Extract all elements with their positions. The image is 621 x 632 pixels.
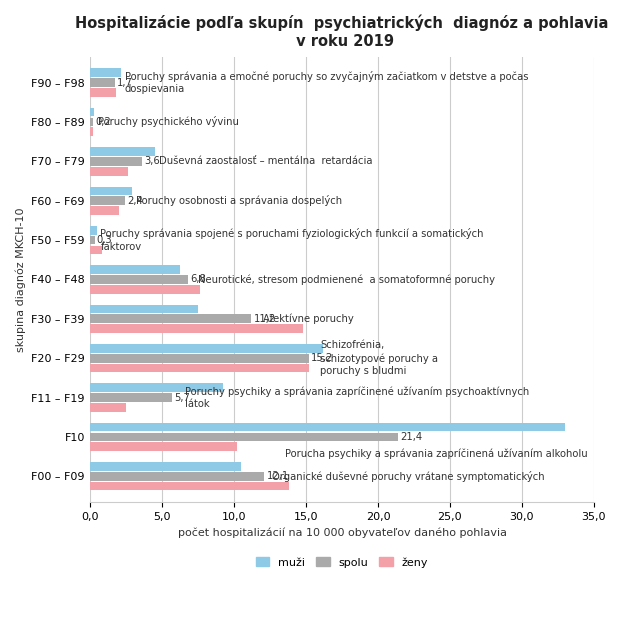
Bar <box>91 423 565 432</box>
Bar <box>91 226 97 234</box>
Text: 6,8: 6,8 <box>190 274 206 284</box>
Bar <box>91 197 125 205</box>
Y-axis label: skupina diagnóz MKCH-10: skupina diagnóz MKCH-10 <box>15 207 25 352</box>
Bar <box>91 344 324 353</box>
Bar <box>91 472 265 481</box>
Text: Poruchy správania spojené s poruchami fyziologických funkcií a somatických
fakto: Poruchy správania spojené s poruchami fy… <box>101 228 484 252</box>
Text: 3,6: 3,6 <box>144 156 160 166</box>
Bar <box>91 354 309 363</box>
Bar <box>91 88 116 97</box>
Text: Schizofrénia,
schizotypové poruchy a
poruchy s bludmi: Schizofrénia, schizotypové poruchy a por… <box>320 341 438 376</box>
Bar <box>91 324 303 333</box>
Text: Poruchy správania a emočné poruchy so zvyčajným začiatkom v detstve a počas
dosp: Poruchy správania a emočné poruchy so zv… <box>125 71 528 94</box>
Bar <box>91 167 128 176</box>
Text: 12,1: 12,1 <box>266 471 289 482</box>
Text: Poruchy psychiky a správania zapríčinené užívaním psychoaktívnych
látok: Poruchy psychiky a správania zapríčinené… <box>185 386 530 409</box>
Text: Porucha psychiky a správania zapríčinená užívaním alkoholu: Porucha psychiky a správania zapríčinená… <box>284 448 587 459</box>
Bar <box>91 128 93 136</box>
Bar <box>91 433 398 441</box>
Bar <box>91 403 126 411</box>
Bar <box>91 147 155 156</box>
X-axis label: počet hospitalizácií na 10 000 obyvateľov daného pohlavia: počet hospitalizácií na 10 000 obyvateľo… <box>178 527 507 538</box>
Text: Poruchy osobnosti a správania dospelých: Poruchy osobnosti a správania dospelých <box>137 195 343 206</box>
Text: Organické duševné poruchy vrátane symptomatických: Organické duševné poruchy vrátane sympto… <box>271 471 544 482</box>
Text: 0,3: 0,3 <box>97 235 112 245</box>
Bar <box>91 118 93 126</box>
Text: 15,2: 15,2 <box>311 353 333 363</box>
Bar <box>91 482 289 490</box>
Text: 0,2: 0,2 <box>96 117 111 127</box>
Bar <box>91 285 200 294</box>
Text: Neurotické, stresom podmienené  a somatoformné poruchy: Neurotické, stresom podmienené a somatof… <box>198 274 495 284</box>
Bar <box>91 442 237 451</box>
Text: Duševná zaostalosť – mentálna  retardácia: Duševná zaostalosť – mentálna retardácia <box>160 156 373 166</box>
Text: 1,7: 1,7 <box>117 78 133 88</box>
Bar <box>91 393 173 402</box>
Bar <box>91 462 242 471</box>
Bar <box>91 384 223 392</box>
Bar <box>91 246 102 254</box>
Bar <box>91 108 94 116</box>
Bar <box>91 305 198 313</box>
Text: 5,7: 5,7 <box>175 392 191 403</box>
Bar <box>91 275 188 284</box>
Bar <box>91 236 94 245</box>
Text: 11,2: 11,2 <box>253 314 276 324</box>
Text: Poruchy psychického vývinu: Poruchy psychického vývinu <box>98 116 239 128</box>
Text: 2,4: 2,4 <box>127 196 143 206</box>
Bar <box>91 315 252 323</box>
Legend: muži, spolu, ženy: muži, spolu, ženy <box>252 552 433 572</box>
Title: Hospitalizácie podľa skupín  psychiatrických  diagnóz a pohlavia
 v roku 2019: Hospitalizácie podľa skupín psychiatrick… <box>75 15 609 49</box>
Bar <box>91 265 179 274</box>
Text: Afektívne poruchy: Afektívne poruchy <box>263 313 354 324</box>
Bar <box>91 363 309 372</box>
Bar <box>91 206 119 215</box>
Text: 21,4: 21,4 <box>401 432 422 442</box>
Bar <box>91 78 115 87</box>
Bar <box>91 68 120 77</box>
Bar <box>91 157 142 166</box>
Bar <box>91 186 132 195</box>
